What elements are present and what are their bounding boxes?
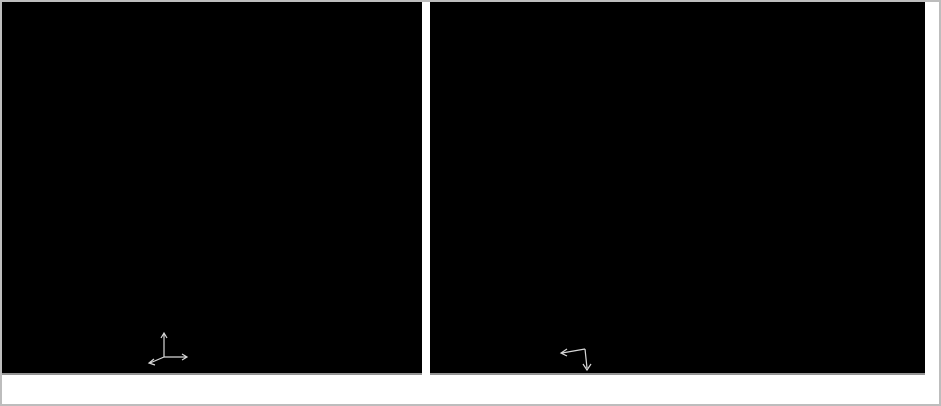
main-view-axis-triad	[147, 331, 189, 366]
top-view-axis-triad	[559, 348, 592, 372]
top-view-caption	[445, 376, 939, 404]
main-view-vector-field	[2, 2, 422, 373]
main-view-caption	[2, 376, 422, 404]
main-view-panel	[2, 2, 422, 373]
top-view-panel	[430, 2, 925, 373]
top-view-vector-field	[430, 2, 925, 373]
